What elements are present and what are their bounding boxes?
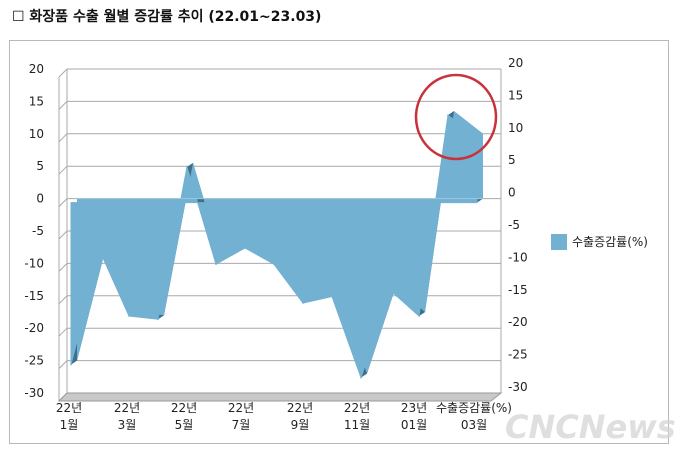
data-point (331, 295, 333, 298)
data-point (157, 318, 159, 321)
x-tick-label: 3월 (118, 418, 137, 432)
y-tick-left: -5 (32, 224, 44, 238)
y-tick-left: 10 (29, 127, 44, 141)
y-tick-left: 20 (29, 62, 44, 76)
data-point (360, 376, 362, 379)
y-tick-right: -10 (508, 250, 528, 264)
series-area (70, 114, 478, 380)
y-tick-right: -25 (508, 348, 528, 362)
data-point (302, 302, 304, 304)
y-tick-right: -5 (508, 218, 520, 232)
data-point (389, 289, 391, 291)
x-tick-label: 01월 (401, 418, 427, 432)
y-tick-right: 0 (508, 186, 516, 200)
y-tick-left: 5 (36, 159, 44, 173)
x-tick-label: 22년 (56, 401, 82, 415)
y-tick-left: 15 (29, 94, 44, 108)
data-point (273, 263, 275, 265)
plot-floor (57, 392, 503, 402)
data-point (70, 363, 72, 366)
y-tick-left: -15 (24, 289, 44, 303)
x-tick-label: 5월 (175, 418, 194, 432)
y-tick-right: -20 (508, 315, 528, 329)
x-tick-label: 22년 (171, 401, 197, 415)
data-point (244, 247, 246, 249)
y-tick-right: -30 (508, 380, 528, 394)
data-point (447, 114, 449, 116)
y-tick-right: 5 (508, 153, 516, 167)
highlight-circle (414, 73, 498, 161)
legend-swatch (551, 234, 567, 250)
y-tick-left: -10 (24, 256, 44, 270)
data-point (99, 250, 101, 252)
legend-label: 수출증감률(%) (572, 235, 648, 249)
y-tick-left: 0 (36, 192, 44, 206)
x-tick-label: 수출증감률(%) (436, 401, 512, 415)
y-tick-right: 15 (508, 88, 523, 102)
data-point (476, 137, 478, 139)
data-point (128, 315, 130, 317)
chart-title: ☐ 화장품 수출 월별 증감률 추이 (22.01~23.03) (12, 9, 322, 25)
x-tick-label: 03월 (461, 418, 487, 432)
y-tick-left: -25 (24, 354, 44, 368)
x-tick-label: 23년 (401, 401, 427, 415)
x-tick-label: 22년 (114, 401, 140, 415)
data-point (215, 263, 217, 265)
x-tick-label: 22년 (228, 401, 254, 415)
watermark-logo: CNCNews (505, 408, 676, 446)
x-tick-label: 22년 (344, 401, 370, 415)
data-point (186, 166, 188, 168)
data-point (418, 315, 420, 317)
x-tick-label: 7월 (232, 418, 251, 432)
x-tick-label: 22년 (287, 401, 313, 415)
y-tick-right: 20 (508, 56, 523, 70)
y-tick-right: 10 (508, 121, 523, 135)
y-tick-left: -20 (24, 321, 44, 335)
y-tick-right: -15 (508, 283, 528, 297)
x-tick-label: 9월 (291, 418, 310, 432)
x-tick-label: 1월 (60, 418, 79, 432)
x-tick-label: 11월 (344, 418, 370, 432)
y-tick-left: -30 (24, 386, 44, 400)
